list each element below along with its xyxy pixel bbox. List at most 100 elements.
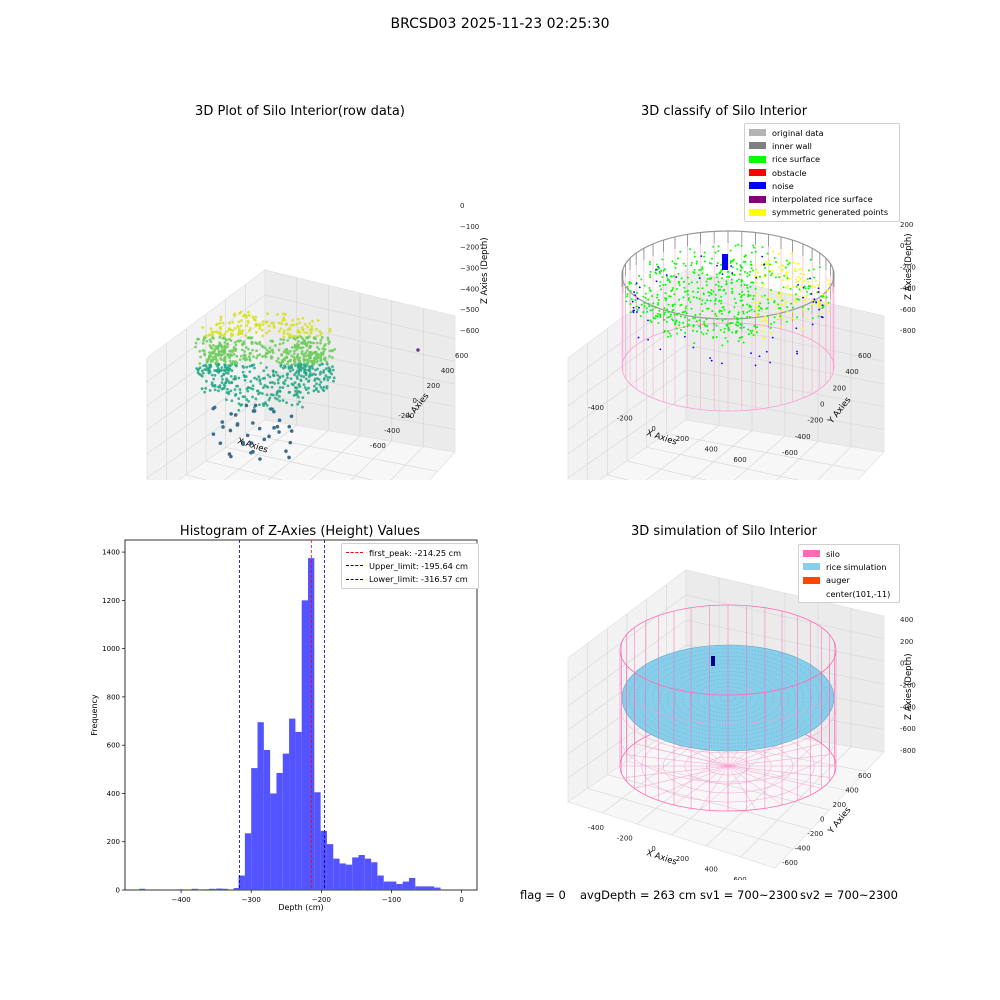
p1-point [276,357,280,360]
p2-rice-point [720,269,723,272]
p1-point [198,362,202,365]
p2-z-tick: 0 [900,242,904,250]
p2-rice-point [690,261,693,264]
p1-point [293,373,296,377]
p1-point [227,337,231,341]
p1-point [309,344,313,348]
p1-point [288,334,291,338]
p1-point [258,403,261,407]
p1-point [270,321,274,325]
p1-point [307,380,310,383]
p1-point [297,370,301,374]
p1-outlier-point [253,403,258,408]
p2-rice-point [771,269,774,272]
p2-noise-point [817,291,820,293]
p1-point [218,384,222,387]
p4-silo-floor-spoke [673,765,729,806]
p2-rice-point [753,246,756,249]
p1-outlier-point [269,407,274,411]
p2-rice-point [740,265,743,268]
histogram-bar [139,888,146,890]
p1-point [278,399,282,403]
p1-point [253,376,256,380]
p2-rice-point [714,302,717,305]
p2-rice-point [703,320,706,323]
p2-rice-point [667,311,670,314]
p1-point [230,369,234,373]
p2-rice-point [749,285,752,288]
p2-noise-point [655,268,657,271]
p2-rice-point [773,321,776,324]
p2-rice-point [700,303,703,306]
p2-rice-point [799,277,802,280]
p2-rice-point [791,306,794,309]
p2-rice-point [828,283,831,286]
histogram-bar [434,887,441,890]
p2-rice-point [663,318,666,321]
histogram-legend: first_peak: -214.25 cm Upper_limit: -195.… [341,543,479,589]
p2-rice-point [752,298,755,301]
p2-rice-point [707,291,710,294]
p2-rice-point [817,284,820,287]
p2-rice-point [646,310,649,313]
p1-point [230,399,234,403]
p2-rice-point [777,303,780,306]
p2-rice-point [723,331,726,334]
histogram-bar [364,858,372,890]
p2-z-tick: -800 [900,327,916,335]
p2-tick-labels: -400-2000200400600-600-400-2000200400600… [588,221,916,464]
p2-rice-point [781,299,784,302]
p1-point [328,329,332,333]
p1-point [251,348,254,352]
p2-rice-point [741,290,744,293]
p1-point [308,340,312,344]
p1-point [218,326,222,329]
p1-point [209,327,213,331]
p2-rice-point [770,323,773,326]
p2-rice-point [628,281,631,284]
p2-rice-point [754,250,757,253]
p1-point [330,349,334,353]
p1-point [281,386,285,389]
p2-rice-point [760,308,763,311]
p2-rice-point [742,312,745,315]
p2-legend-item: rice surface [749,153,899,166]
p1-point [272,374,275,377]
p2-rice-point [674,266,677,269]
histogram-bar [221,888,229,890]
histogram-bar [257,722,264,890]
p2-rice-point [656,303,659,306]
p2-rice-point [645,307,648,310]
p2-rice-point [749,305,752,308]
p2-rice-point [715,297,718,300]
p2-rice-point [719,271,722,274]
p1-point [249,386,253,390]
p1-point [296,336,299,339]
p1-point [214,357,217,361]
p2-rice-point [670,275,673,278]
p4-z-tick: 0 [900,660,904,668]
p2-noise-point [820,299,822,302]
p2-rice-point [695,330,698,333]
p1-outlier-point [272,409,276,414]
p2-rice-point [756,307,759,310]
p2-rice-point [789,288,792,291]
p4-silo-floor-spoke [727,743,822,767]
p2-rice-point [701,309,704,312]
p1-outlier-point [275,424,280,429]
p1-point [295,322,299,326]
p1-point [197,337,201,341]
histogram-bars [139,558,441,890]
p2-rice-point [706,324,709,327]
p2-rice-point [667,303,670,306]
p2-rice-point [760,324,763,327]
p1-point [250,336,254,339]
p2-rice-point [782,264,785,267]
p1-point [266,312,269,315]
p2-rice-point [795,270,798,273]
p2-rice-point [703,255,706,258]
p1-point [226,353,230,357]
p1-point [233,340,237,344]
p1-point [281,399,285,402]
histogram-bar [244,833,252,890]
